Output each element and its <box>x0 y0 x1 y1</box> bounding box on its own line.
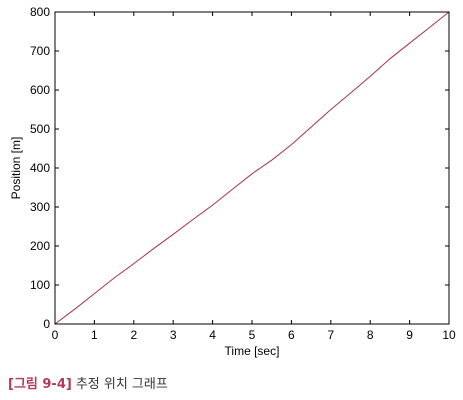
x-tick-label: 3 <box>170 328 177 342</box>
x-tick-label: 1 <box>91 328 98 342</box>
position-chart: 0 1 2 3 4 5 6 7 8 9 10 0 100 200 300 400 500 600 700 800 T… <box>9 5 456 358</box>
y-axis-label: Position [m] <box>9 137 23 200</box>
figure-title: 추정 위치 그래프 <box>75 377 168 392</box>
x-tick-label: 7 <box>327 328 334 342</box>
y-tick-label: 200 <box>30 239 50 253</box>
x-tick-label: 6 <box>288 328 295 342</box>
x-tick-label: 5 <box>249 328 256 342</box>
plot-frame <box>54 11 450 325</box>
y-tick-label: 100 <box>30 278 50 292</box>
y-tick-label: 600 <box>30 83 50 97</box>
y-tick-label: 800 <box>30 5 50 19</box>
y-tick-label: 300 <box>30 200 50 214</box>
y-tick-label: 500 <box>30 122 50 136</box>
y-tick-label: 400 <box>30 161 50 175</box>
figure-caption: [그림 9-4] 추정 위치 그래프 <box>8 373 168 392</box>
x-tick-label: 0 <box>52 328 59 342</box>
figure-number: [그림 9-4] <box>8 377 72 392</box>
y-axis-ticks: 0 100 200 300 400 500 600 700 800 <box>30 5 449 331</box>
x-tick-label: 10 <box>442 328 456 342</box>
series-line <box>54 11 450 325</box>
x-axis-ticks: 0 1 2 3 4 5 6 7 8 9 10 <box>52 12 456 342</box>
x-axis-label: Time [sec] <box>225 344 280 358</box>
x-tick-label: 9 <box>406 328 413 342</box>
series-layer <box>54 11 450 325</box>
y-tick-label: 0 <box>43 317 50 331</box>
x-tick-label: 8 <box>367 328 374 342</box>
x-tick-label: 2 <box>130 328 137 342</box>
x-tick-label: 4 <box>209 328 216 342</box>
y-tick-label: 700 <box>30 44 50 58</box>
